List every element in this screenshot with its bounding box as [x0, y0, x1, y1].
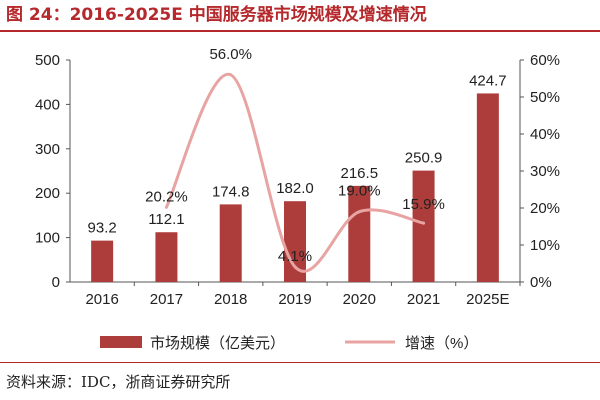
- y-right-tick-label: 60%: [530, 52, 560, 69]
- growth-value-label: 4.1%: [278, 248, 312, 265]
- y-left-tick-label: 400: [35, 96, 60, 113]
- growth-point-2018: [229, 73, 233, 77]
- bar-2021: [412, 170, 435, 282]
- bar-2019: [284, 201, 306, 282]
- x-tick-label: 2018: [214, 291, 247, 308]
- y-right-tick-label: 10%: [530, 237, 560, 254]
- x-tick-label: 2016: [85, 291, 118, 308]
- bar-value-label: 250.9: [405, 150, 443, 167]
- growth-value-label: 19.0%: [338, 183, 381, 200]
- growth-value-label: 56.0%: [209, 46, 252, 63]
- y-right-tick-label: 20%: [530, 200, 560, 217]
- x-tick-label: 2021: [407, 291, 440, 308]
- y-right-tick-label: 50%: [530, 89, 560, 106]
- y-left-tick-label: 100: [35, 230, 60, 247]
- growth-point-2019: [293, 265, 297, 269]
- source-note: 资料来源：IDC，浙商证券研究所: [6, 373, 231, 391]
- legend-swatch-bar: [100, 336, 142, 348]
- figure-title: 图 24：2016-2025E 中国服务器市场规模及增速情况: [6, 5, 427, 25]
- x-tick-label: 2019: [278, 291, 311, 308]
- y-right-tick-label: 0%: [530, 274, 552, 291]
- x-tick-label: 2017: [150, 291, 183, 308]
- bar-2017: [155, 232, 178, 282]
- growth-point-2020: [357, 210, 361, 214]
- bar-2016: [91, 240, 114, 282]
- legend-label-bar: 市场规模（亿美元）: [150, 335, 285, 352]
- bar-value-label: 182.0: [276, 180, 314, 197]
- bar-value-label: 174.8: [212, 183, 250, 200]
- source-rule: [0, 362, 600, 363]
- bar-value-label: 216.5: [341, 165, 379, 182]
- growth-value-label: 15.9%: [402, 196, 445, 213]
- bar-2025E: [476, 93, 499, 282]
- y-left-tick-label: 300: [35, 141, 60, 158]
- bar-value-label: 112.1: [148, 211, 184, 228]
- title-rule: [0, 30, 600, 32]
- growth-line: [164, 73, 426, 273]
- bar-value-label: 93.2: [88, 220, 117, 237]
- bar-value-label: 424.7: [469, 72, 507, 89]
- growth-value-label: 20.2%: [145, 188, 188, 205]
- chart: 0 100 200 300 400 500 0% 10% 20% 30% 40% 50% 60% 2016…: [35, 46, 560, 352]
- y-right-tick-label: 30%: [530, 163, 560, 180]
- y-right-tick-label: 40%: [530, 126, 560, 143]
- y-left-tick-label: 0: [52, 274, 60, 291]
- bar-2018: [219, 204, 242, 282]
- x-tick-label: 2025E: [466, 291, 509, 308]
- y-left-tick-label: 500: [35, 52, 60, 69]
- growth-point-2017: [164, 205, 168, 209]
- y-left-tick-label: 200: [35, 185, 60, 202]
- bar-2020: [348, 185, 371, 282]
- legend-label-line: 增速（%）: [405, 335, 478, 352]
- x-tick-label: 2020: [343, 291, 376, 308]
- growth-point-2021: [422, 221, 426, 225]
